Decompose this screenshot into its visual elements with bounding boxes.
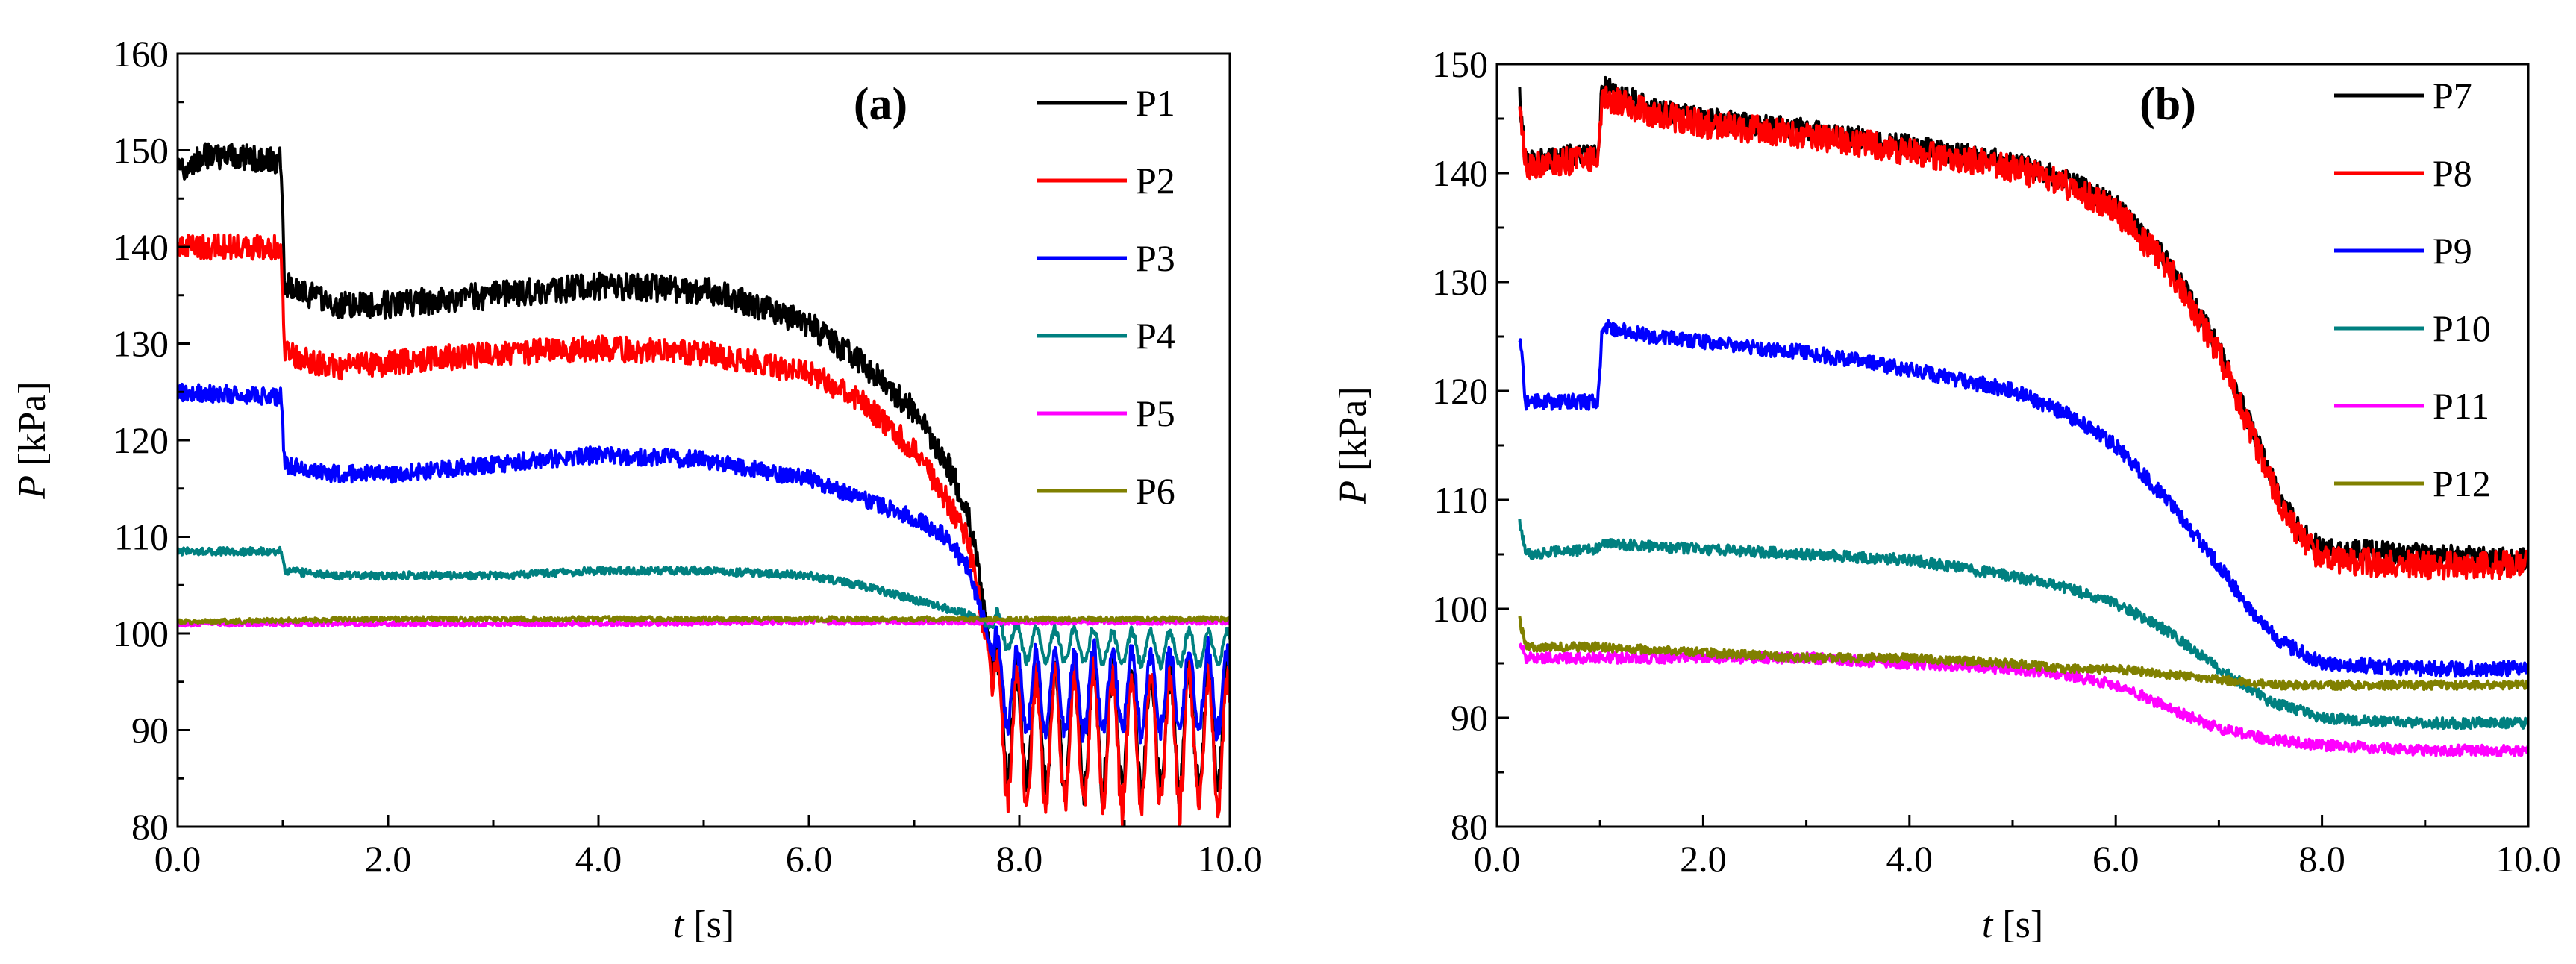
legend-label-p10: P10 — [2433, 307, 2491, 349]
x-tick-label: 10.0 — [1197, 838, 1263, 880]
y-tick-label: 90 — [1451, 697, 1488, 739]
x-tick-label: 6.0 — [2092, 838, 2139, 880]
y-tick-label: 150 — [1432, 43, 1488, 85]
y-axis-label: P [kPa] — [1332, 386, 1375, 504]
x-tick-label: 0.0 — [154, 838, 201, 880]
x-tick-label: 8.0 — [996, 838, 1043, 880]
legend: P1 P2 P3 P4 P5 P6 — [1037, 82, 1175, 512]
y-tick-label: 90 — [131, 710, 169, 751]
series-line-p12 — [1518, 616, 2528, 691]
series-line-p11 — [1518, 642, 2528, 757]
y-tick-label: 100 — [1432, 588, 1488, 630]
legend-label-p7: P7 — [2433, 75, 2472, 116]
x-axis-label: t [s] — [673, 904, 734, 946]
x-tick-label: 10.0 — [2495, 838, 2561, 880]
series-line-p4 — [178, 545, 1230, 671]
axes-frame — [1495, 63, 2530, 828]
panel-label: (a) — [854, 79, 907, 130]
panel-a: 0.0 2.0 4.0 6.0 8.0 10.0 80 90 100 110 120 130 140 15… — [11, 33, 1263, 946]
series-line-p10 — [1518, 519, 2528, 730]
legend-label-p11: P11 — [2433, 385, 2489, 427]
series-line-p5 — [178, 618, 1230, 628]
y-tick-label: 110 — [114, 516, 169, 558]
legend-label-p3: P3 — [1136, 237, 1175, 279]
legend: P7 P8 P9 P10 P11 P12 — [2334, 75, 2491, 504]
x-tick-label: 4.0 — [1886, 838, 1933, 880]
y-tick-label: 80 — [131, 806, 169, 848]
panel-b: 0.0 2.0 4.0 6.0 8.0 10.0 80 90 100 110 120 130 140 15… — [1332, 43, 2561, 946]
y-axis-label: P [kPa] — [11, 381, 54, 499]
plot-area — [1518, 75, 2528, 757]
legend-label-p6: P6 — [1136, 470, 1175, 512]
x-tick-label: 6.0 — [786, 838, 833, 880]
legend-label-p2: P2 — [1136, 160, 1175, 201]
x-tick-label: 8.0 — [2298, 838, 2345, 880]
y-tick-label: 130 — [113, 323, 169, 365]
legend-label-p4: P4 — [1136, 315, 1175, 357]
series-line-p2 — [178, 233, 1230, 827]
x-tick-label: 2.0 — [365, 838, 412, 880]
y-tick-label: 110 — [1434, 479, 1488, 521]
y-tick-label: 120 — [1432, 370, 1488, 412]
legend-label-p9: P9 — [2433, 230, 2472, 272]
y-tick-label: 140 — [113, 226, 169, 268]
x-tick-label: 0.0 — [1474, 838, 1521, 880]
series-line-p7 — [1518, 75, 2528, 572]
plot-area — [178, 142, 1230, 827]
legend-label-p1: P1 — [1136, 82, 1175, 124]
y-tick-label: 100 — [113, 613, 169, 654]
x-tick-label: 2.0 — [1680, 838, 1727, 880]
series-line-p9 — [1518, 319, 2528, 678]
x-tick-label: 4.0 — [575, 838, 622, 880]
legend-label-p8: P8 — [2433, 152, 2472, 194]
y-tick-label: 130 — [1432, 261, 1488, 303]
y-tick-label: 160 — [113, 33, 169, 75]
y-tick-label: 80 — [1451, 806, 1488, 848]
legend-label-p12: P12 — [2433, 463, 2491, 504]
x-axis-label: t [s] — [1982, 904, 2043, 946]
y-tick-label: 140 — [1432, 152, 1488, 194]
series-line-p8 — [1518, 85, 2528, 581]
y-tick-label: 150 — [113, 130, 169, 172]
legend-label-p5: P5 — [1136, 392, 1175, 434]
y-tick-label: 120 — [113, 419, 169, 461]
series-line-p3 — [178, 382, 1230, 745]
series-line-p6 — [178, 615, 1230, 626]
panel-label: (b) — [2139, 79, 2196, 130]
